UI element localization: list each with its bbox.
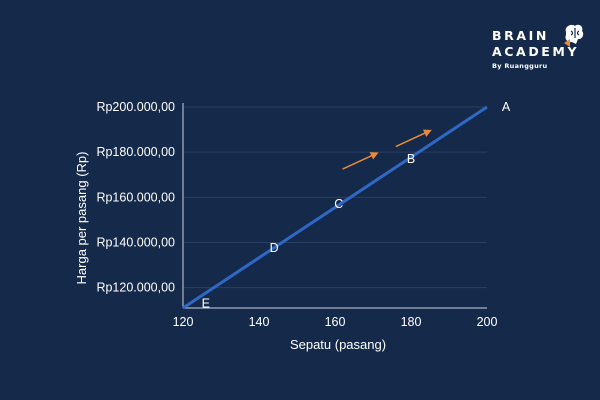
- x-axis-title: Sepatu (pasang): [290, 337, 386, 352]
- x-tick-label: 140: [249, 315, 270, 329]
- x-tick-label: 160: [325, 315, 346, 329]
- axes: [182, 103, 487, 309]
- x-tick-labels: 120 140 160 180 200: [173, 315, 498, 329]
- x-tick-label: 120: [173, 315, 194, 329]
- brand-line-3: By Ruangguru: [492, 62, 548, 70]
- brand-logo: BRAIN ACADEMY By Ruangguru: [492, 24, 592, 70]
- y-tick-label: Rp140.000,00: [96, 236, 175, 250]
- grid: [183, 106, 487, 289]
- x-tick-label: 200: [477, 315, 498, 329]
- point-label-b: B: [407, 152, 415, 166]
- y-tick-label: Rp180.000,00: [96, 145, 175, 159]
- y-tick-label: Rp160.000,00: [96, 190, 175, 204]
- brand-line-1: BRAIN: [492, 28, 549, 43]
- shift-arrow: [395, 129, 432, 148]
- y-tick-label: Rp120.000,00: [96, 281, 175, 295]
- point-labels: A B C D E: [202, 100, 511, 310]
- series: [182, 105, 488, 310]
- point-label-c: C: [334, 197, 343, 211]
- y-tick-label: Rp200.000,00: [96, 100, 175, 114]
- point-label-e: E: [202, 296, 210, 310]
- shift-arrows: [342, 129, 432, 170]
- point-label-a: A: [502, 100, 511, 114]
- point-label-d: D: [270, 241, 279, 255]
- y-axis-title: Harga per pasang (Rp): [74, 152, 89, 285]
- y-tick-labels: Rp120.000,00 Rp140.000,00 Rp160.000,00 Rp18…: [96, 100, 175, 295]
- x-tick-label: 180: [401, 315, 422, 329]
- brand-line-2: ACADEMY: [492, 44, 580, 59]
- shift-arrow: [342, 152, 379, 170]
- brain-icon: [564, 24, 584, 47]
- demand-line: [182, 105, 488, 310]
